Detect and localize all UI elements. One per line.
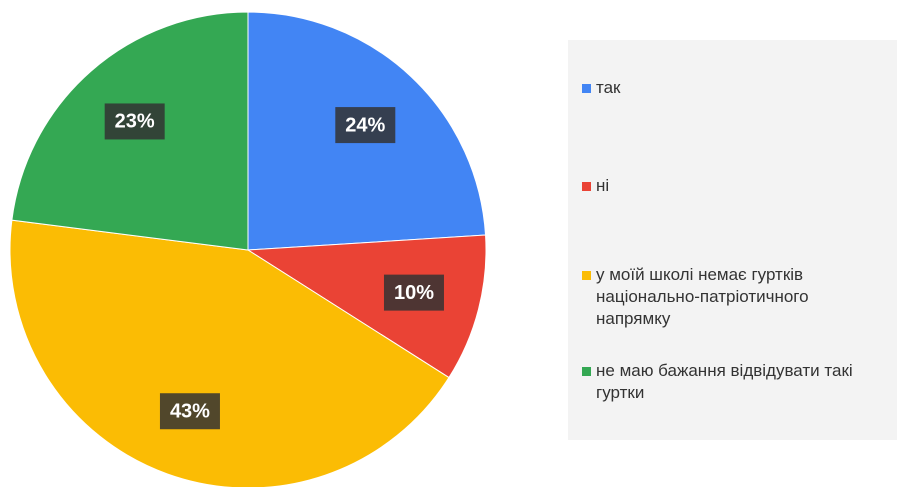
pie-slice	[9, 219, 450, 487]
label-box	[104, 103, 165, 140]
legend-label: ні	[596, 176, 610, 195]
label-box	[159, 393, 220, 430]
label-box	[383, 274, 444, 311]
legend-entry: у моїй школі немає гуртків національно-п…	[582, 264, 887, 330]
label-box	[335, 107, 396, 144]
data-label: 24%	[345, 114, 385, 136]
data-label: 43%	[170, 401, 210, 423]
data-label: 10%	[394, 282, 434, 304]
legend-label: не маю бажання відвідувати такі гуртки	[596, 361, 853, 402]
legend-swatch	[582, 367, 591, 376]
legend-swatch	[582, 271, 591, 280]
legend-entry: так	[582, 77, 887, 99]
pie-slice	[246, 234, 487, 379]
legend-label: так	[596, 78, 621, 97]
legend-entry: ні	[582, 175, 887, 197]
pie: 24% 10% 43% 23%	[9, 11, 487, 487]
legend-swatch	[582, 84, 591, 93]
legend: так ні у моїй школі немає гуртків націонал…	[568, 40, 897, 440]
legend-swatch	[582, 182, 591, 191]
data-label: 23%	[115, 111, 155, 133]
legend-label: у моїй школі немає гуртків національно-п…	[596, 265, 809, 328]
legend-entry: не маю бажання відвідувати такі гуртки	[582, 360, 887, 404]
